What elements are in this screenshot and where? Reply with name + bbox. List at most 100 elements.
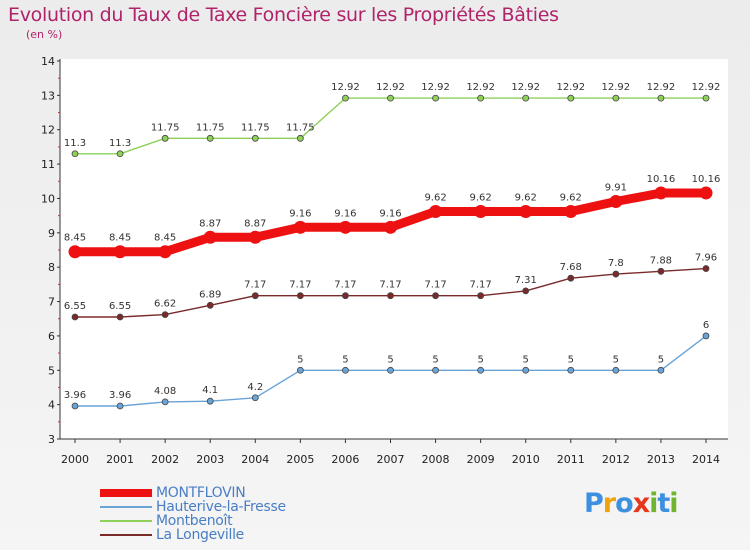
x-tick-label: 2008 [422,453,450,466]
data-label-3-0: 6.55 [64,301,86,312]
logo-letter: x [632,488,650,519]
data-label-1-11: 5 [568,354,574,365]
data-label-0-12: 9.91 [605,183,627,194]
x-tick-label: 2000 [61,453,89,466]
logo-letter: r [602,488,616,519]
chart-title: Evolution du Taux de Taxe Foncière sur l… [8,4,559,26]
data-label-2-8: 12.92 [421,82,450,93]
y-tick-label: 10 [41,192,55,205]
data-label-3-11: 7.68 [560,262,582,273]
data-point-3-3 [206,301,214,309]
data-point-3-0 [71,313,79,321]
y-tick-label: 9 [48,227,55,240]
legend-item-la-longeville: La Longeville [100,528,286,542]
logo-letter: i [649,488,658,519]
data-point-0-10 [519,205,533,219]
data-label-2-2: 11.75 [151,122,180,133]
data-label-0-4: 8.87 [244,218,266,229]
data-label-0-6: 9.16 [334,208,356,219]
data-point-2-3 [206,134,214,142]
y-tick-label: 3 [48,433,55,446]
data-label-0-9: 9.62 [470,193,492,204]
data-point-1-5 [296,366,304,374]
y-tick-label: 14 [41,55,55,68]
data-label-1-14: 6 [703,320,709,331]
x-tick-label: 2002 [151,453,179,466]
y-tick-label: 4 [48,399,55,412]
legend: MONTFLOVIN Hauterive-la-Fresse Montbenoî… [100,486,286,542]
legend-item-montflovin: MONTFLOVIN [100,486,286,500]
data-label-2-6: 12.92 [331,82,360,93]
data-point-3-11 [567,274,575,282]
data-point-2-10 [522,94,530,102]
data-label-3-14: 7.96 [695,253,717,264]
y-tick-label: 11 [41,158,55,171]
data-label-2-10: 12.92 [511,82,540,93]
data-point-2-6 [342,94,349,102]
data-label-3-3: 6.89 [199,289,221,300]
data-label-3-7: 7.17 [379,280,401,291]
data-label-2-4: 11.75 [241,122,270,133]
legend-label-montbenoit: Montbenoît [156,513,233,529]
data-label-0-0: 8.45 [64,233,86,244]
legend-swatch-hauterive [100,506,152,508]
data-label-3-5: 7.17 [289,280,311,291]
data-point-1-2 [161,398,169,406]
data-label-2-12: 12.92 [602,82,631,93]
data-point-0-1 [113,245,127,259]
data-point-1-11 [567,366,575,374]
data-point-2-12 [612,94,620,102]
data-point-0-6 [338,220,352,234]
data-point-1-0 [71,402,79,410]
data-label-2-14: 12.92 [692,82,721,93]
chart-subtitle: (en %) [26,28,63,41]
data-point-0-5 [293,220,307,234]
proxiti-logo: Proxiti [584,488,679,519]
data-label-1-8: 5 [432,354,438,365]
data-label-2-3: 11.75 [196,122,225,133]
data-label-3-13: 7.88 [650,255,672,266]
data-label-1-9: 5 [477,354,483,365]
data-label-0-13: 10.16 [647,174,676,185]
line-chart: 3 4 5 6 7 8 9 10 11 12 13 14 2000 2001 2002 2003 2004 200… [41,55,728,466]
legend-swatch-montflovin [100,489,152,497]
data-point-3-7 [387,292,394,300]
data-label-2-13: 12.92 [647,82,676,93]
data-point-0-7 [384,220,397,234]
data-point-0-14 [699,186,713,200]
data-point-0-13 [654,186,668,200]
x-tick-label: 2003 [196,453,224,466]
legend-label-montflovin: MONTFLOVIN [156,485,246,501]
logo-letter: t [657,488,670,519]
data-point-3-14 [702,265,710,272]
data-point-3-12 [612,270,620,278]
data-point-0-8 [429,205,443,219]
data-label-0-1: 8.45 [109,233,131,244]
data-label-3-4: 7.17 [244,280,266,291]
data-point-2-1 [116,150,124,158]
y-tick-label: 12 [41,124,55,137]
data-point-3-10 [522,287,530,295]
data-point-1-13 [657,366,665,374]
y-tick-label: 6 [48,330,55,343]
data-label-1-7: 5 [387,354,393,365]
x-tick-label: 2005 [286,453,314,466]
y-tick-label: 8 [48,261,55,274]
data-label-0-2: 8.45 [154,233,176,244]
data-point-2-4 [251,134,259,142]
data-label-3-9: 7.17 [470,280,492,291]
data-point-3-4 [251,292,259,300]
data-label-3-6: 7.17 [334,280,356,291]
data-label-1-5: 5 [297,354,303,365]
data-label-1-10: 5 [523,354,529,365]
legend-label-hauterive: Hauterive-la-Fresse [156,499,286,515]
data-label-1-3: 4.1 [202,385,218,396]
legend-item-montbenoit: Montbenoît [100,514,286,528]
data-point-1-3 [206,397,214,405]
data-point-0-2 [158,245,172,259]
legend-swatch-montbenoit [100,520,152,522]
data-point-2-0 [71,150,79,158]
data-label-3-12: 7.8 [608,258,624,269]
legend-label-la-longeville: La Longeville [156,527,244,543]
